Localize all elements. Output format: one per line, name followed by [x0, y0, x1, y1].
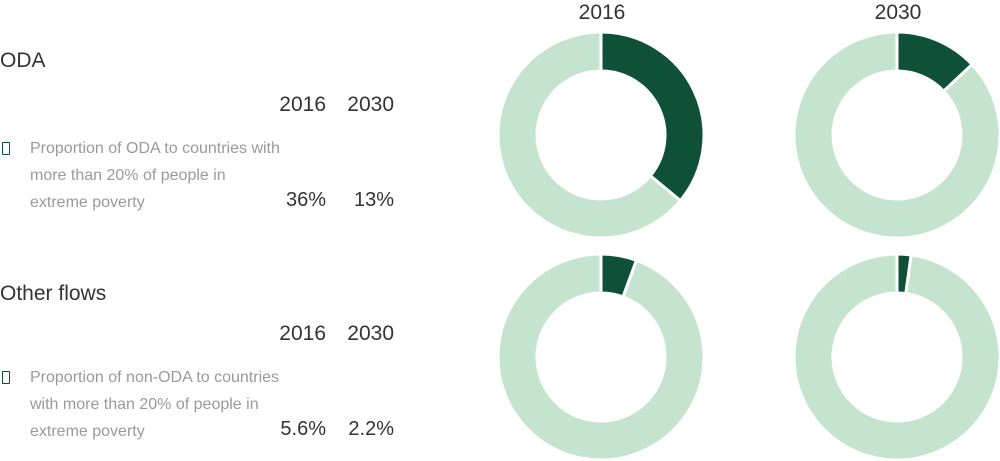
donut-oda-2016	[496, 30, 706, 240]
description-oda: Proportion of ODA to countries with more…	[30, 140, 280, 211]
description-other-flows: Proportion of non-ODA to countries with …	[30, 369, 280, 440]
year-header-other-2030: 2030	[347, 322, 394, 345]
section-title-other-flows: Other flows	[0, 282, 107, 305]
donut-column-header-2030: 2030	[874, 1, 922, 24]
year-header-oda-2016: 2016	[279, 93, 326, 116]
value-oda-2030: 13%	[353, 189, 394, 211]
donut-slice-rest	[792, 252, 1000, 461]
value-other-2030: 2.2%	[348, 418, 394, 440]
donut-column-header-2016: 2016	[578, 1, 626, 24]
donut-slice-rest	[496, 30, 682, 240]
year-header-oda-2030: 2030	[347, 93, 394, 116]
square-outline-icon	[2, 371, 10, 384]
donut-oda-2030	[792, 30, 1000, 240]
donut-other-2030	[792, 252, 1000, 461]
donut-slice-rest	[496, 252, 706, 461]
square-outline-icon	[2, 142, 10, 155]
year-header-other-2016: 2016	[279, 322, 326, 345]
value-other-2016: 5.6%	[280, 418, 326, 440]
donut-slice-highlight	[599, 30, 706, 203]
section-title-oda: ODA	[0, 49, 46, 72]
donut-other-2016	[496, 252, 706, 461]
donut-slice-rest	[792, 30, 1000, 240]
value-oda-2016: 36%	[285, 189, 326, 211]
